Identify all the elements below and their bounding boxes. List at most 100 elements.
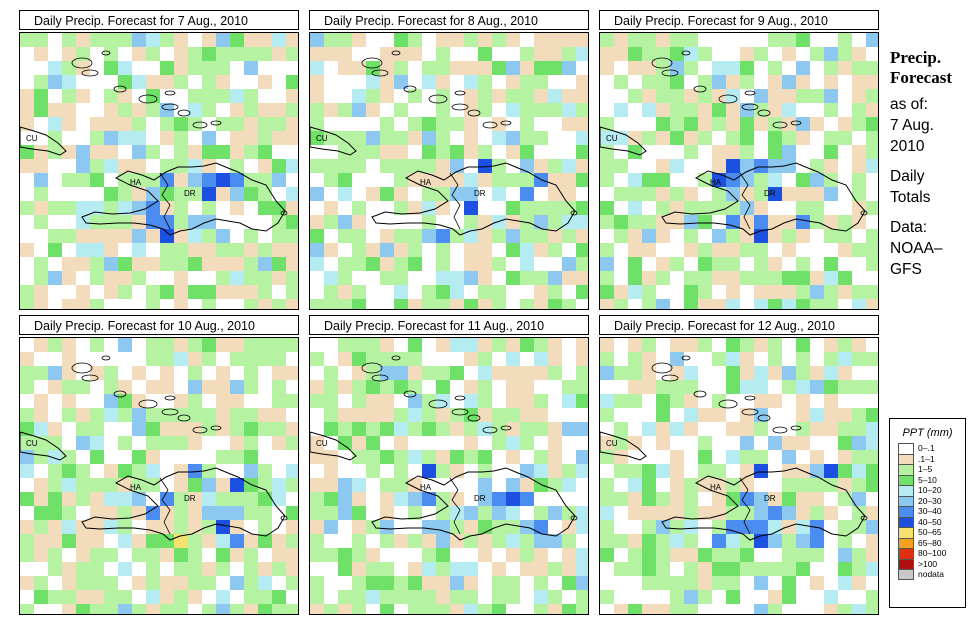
precip-cell	[20, 590, 34, 604]
island	[428, 399, 448, 409]
precip-cell	[642, 422, 656, 436]
precip-cell	[520, 299, 534, 309]
precip-cell	[628, 394, 642, 408]
precip-cell	[698, 271, 712, 285]
precip-cell	[380, 590, 394, 604]
precip-cell	[684, 492, 698, 506]
precip-cell	[768, 478, 782, 492]
precip-cell	[90, 33, 104, 47]
island	[81, 374, 99, 382]
precip-cell	[866, 33, 878, 47]
precip-cell	[506, 590, 520, 604]
precip-cell	[656, 590, 670, 604]
precip-cell	[670, 201, 684, 215]
precip-cell	[768, 243, 782, 257]
precip-cell	[90, 520, 104, 534]
precip-cell	[202, 604, 216, 614]
precip-cell	[712, 33, 726, 47]
precip-cell	[366, 159, 380, 173]
precip-cell	[160, 520, 174, 534]
precip-cell	[258, 380, 272, 394]
precip-cell	[520, 61, 534, 75]
precip-cell	[670, 285, 684, 299]
precip-cell	[118, 506, 132, 520]
precip-cell	[286, 492, 298, 506]
precip-cell	[366, 201, 380, 215]
island	[164, 90, 176, 96]
precip-cell	[824, 145, 838, 159]
precip-cell	[352, 145, 366, 159]
precip-cell	[188, 145, 202, 159]
precip-cell	[852, 492, 866, 506]
precip-cell	[548, 271, 562, 285]
precip-cell	[324, 604, 338, 614]
precip-cell	[768, 534, 782, 548]
island	[790, 120, 802, 126]
precip-cell	[576, 338, 588, 352]
precip-cell	[628, 257, 642, 271]
precip-cell	[286, 299, 298, 309]
precip-map: CU HA DR	[599, 32, 879, 310]
precip-cell	[394, 408, 408, 422]
precip-cell	[534, 33, 548, 47]
precip-cell	[520, 173, 534, 187]
precip-cell	[338, 271, 352, 285]
precip-cell	[202, 394, 216, 408]
precip-cell	[684, 215, 698, 229]
precip-cell	[562, 604, 576, 614]
precip-cell	[740, 285, 754, 299]
legend-label: 0–.1	[918, 443, 935, 454]
precip-cell	[534, 89, 548, 103]
precip-cell	[62, 450, 76, 464]
precip-cell	[286, 173, 298, 187]
precip-cell	[506, 548, 520, 562]
precip-cell	[534, 366, 548, 380]
island	[467, 414, 481, 422]
precip-cell	[202, 576, 216, 590]
precip-cell	[684, 534, 698, 548]
precip-cell	[118, 576, 132, 590]
precip-cell	[324, 520, 338, 534]
precip-cell	[562, 366, 576, 380]
precip-cell	[562, 271, 576, 285]
precip-cell	[754, 33, 768, 47]
precip-cell	[174, 201, 188, 215]
country-label-dr: DR	[184, 189, 196, 198]
precip-cell	[506, 478, 520, 492]
island	[280, 515, 288, 521]
precip-cell	[216, 257, 230, 271]
precip-cell	[132, 366, 146, 380]
precip-cell	[258, 187, 272, 201]
precip-map: CU HA DR	[19, 337, 299, 615]
precip-cell	[726, 215, 740, 229]
precip-cell	[740, 394, 754, 408]
precip-cell	[408, 366, 422, 380]
island	[403, 85, 417, 93]
precip-cell	[258, 33, 272, 47]
precip-cell	[408, 520, 422, 534]
precip-cell	[244, 187, 258, 201]
precip-cell	[782, 520, 796, 534]
precip-cell	[670, 75, 684, 89]
precip-cell	[866, 271, 878, 285]
precip-cell	[478, 131, 492, 145]
precip-cell	[628, 159, 642, 173]
precip-cell	[656, 47, 670, 61]
precip-cell	[600, 408, 614, 422]
precip-cell	[464, 478, 478, 492]
precip-cell	[62, 408, 76, 422]
precip-cell	[492, 47, 506, 61]
country-label-dr: DR	[474, 189, 486, 198]
precip-cell	[628, 187, 642, 201]
precip-cell	[492, 338, 506, 352]
precip-cell	[62, 187, 76, 201]
precip-cell	[642, 117, 656, 131]
island	[138, 94, 158, 104]
country-label-cu: CU	[316, 439, 328, 448]
precip-cell	[782, 257, 796, 271]
precip-cell	[782, 75, 796, 89]
precip-cell	[520, 75, 534, 89]
precip-cell	[656, 257, 670, 271]
precip-cell	[768, 215, 782, 229]
